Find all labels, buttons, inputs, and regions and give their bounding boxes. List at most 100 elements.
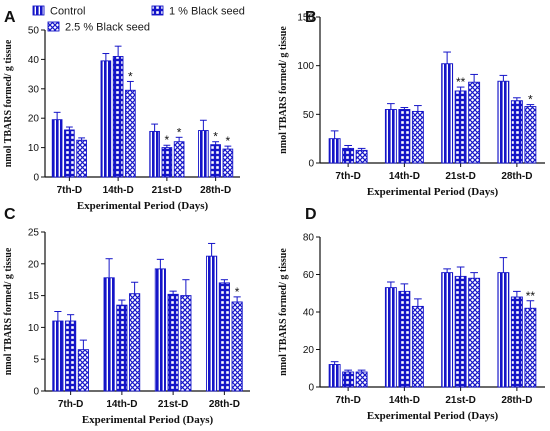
x-tick-label: 7th-D	[58, 399, 84, 410]
y-tick-label: 50	[303, 110, 315, 121]
bar-c-s0-c2	[154, 268, 166, 392]
x-axis-title: Experimental Period (Days)	[367, 186, 499, 198]
bar-b-s1-c2	[454, 90, 467, 164]
bar-b-s0-c2	[441, 63, 454, 164]
y-tick-label: 10	[28, 143, 40, 154]
chart-panel-b: B 0 50 100 150 7th-D 14th-D 21st-D ** 28th-D * Expe…	[278, 9, 545, 198]
x-tick-label: 14th-D	[103, 185, 134, 196]
legend-item: Control	[32, 5, 85, 18]
bar-c-s0-c3	[206, 255, 218, 392]
legend-label: Control	[50, 6, 85, 18]
bar-a-s1-c1	[112, 56, 124, 178]
y-axis-title: nmol TBARS formed/ g tissue	[278, 26, 289, 154]
y-axis-title: nmol TBARS formed/ g tissue	[3, 247, 14, 375]
bar-d-s1-c1	[398, 290, 411, 388]
bar-a-s2-c1	[125, 89, 136, 178]
bar-d-s1-c0	[342, 371, 355, 388]
panel-letter: B	[305, 9, 317, 26]
bar-c-s1-c3	[218, 282, 230, 392]
bar-c-s2-c0	[77, 349, 89, 392]
bar-a-s2-c3	[222, 148, 234, 178]
bar-a-s2-c0	[76, 139, 87, 178]
legend-item: 2.5 % Black seed	[47, 21, 150, 34]
bar-d-s2-c0	[355, 371, 368, 388]
legend-swatch	[47, 21, 60, 32]
x-tick-label: 14th-D	[106, 399, 137, 410]
bar-d-s2-c3	[524, 307, 537, 388]
bar-b-s0-c1	[384, 109, 397, 164]
bar-b-s2-c3	[524, 106, 537, 164]
bar-a-s1-c2	[161, 147, 173, 178]
bar-d-s0-c0	[328, 364, 341, 388]
x-tick-label: 21st-D	[445, 171, 476, 182]
bar-a-s0-c0	[51, 119, 63, 178]
legend-swatch	[151, 5, 164, 16]
bar-b-s1-c1	[398, 109, 411, 164]
x-tick-label: 7th-D	[335, 171, 361, 182]
x-tick-label: 21st-D	[445, 395, 476, 406]
bar-c-s1-c0	[65, 320, 77, 392]
x-tick-label: 14th-D	[389, 395, 420, 406]
x-tick-label: 21st-D	[158, 399, 189, 410]
bar-d-s1-c2	[454, 275, 467, 388]
bar-c-s0-c0	[52, 320, 64, 392]
bar-c-s2-c1	[129, 293, 141, 392]
bar-a-s0-c3	[198, 130, 209, 178]
y-tick-label: 0	[33, 387, 39, 398]
y-tick-label: 20	[303, 345, 315, 356]
x-tick-label: 7th-D	[335, 395, 361, 406]
x-tick-label: 28th-D	[200, 185, 231, 196]
legend-label: 1 % Black seed	[169, 6, 245, 18]
y-tick-label: 150	[297, 13, 314, 24]
panel-letter: D	[305, 206, 317, 223]
y-tick-label: 0	[33, 173, 39, 184]
y-tick-label: 100	[297, 61, 314, 72]
significance-marker: *	[165, 133, 170, 147]
y-tick-label: 25	[28, 228, 40, 239]
y-tick-label: 30	[28, 84, 40, 95]
legend-label: 2.5 % Black seed	[65, 22, 150, 34]
chart-panel-c: C 0 5 10 15 20 25 7th-D 14th-D 21st-D 28th-D * Exper…	[3, 206, 250, 426]
significance-marker: **	[526, 289, 536, 303]
x-axis-title: Experimental Period (Days)	[82, 414, 214, 426]
panel-letter: C	[4, 206, 16, 223]
bar-d-s0-c1	[384, 287, 397, 388]
significance-marker: *	[528, 93, 533, 107]
y-tick-label: 80	[303, 233, 315, 244]
bar-b-s1-c3	[510, 100, 523, 164]
bar-c-s1-c2	[167, 293, 179, 392]
bar-b-s0-c3	[497, 80, 510, 164]
y-axis-title: nmol TBARS formed/ g tissue	[3, 39, 14, 167]
bar-b-s2-c1	[411, 110, 424, 164]
y-tick-label: 50	[28, 26, 40, 37]
y-tick-label: 20	[28, 259, 40, 270]
bar-a-s0-c2	[149, 130, 160, 178]
significance-marker: **	[456, 75, 466, 89]
bar-c-s2-c2	[180, 295, 192, 392]
bar-c-s1-c1	[116, 304, 128, 392]
chart-panel-a: A 0 10 20 30 40 50 7th-D 14th-D * 21st-D * * 28th-D * *…	[3, 9, 240, 212]
bar-b-s0-c0	[328, 138, 341, 164]
bar-b-s2-c2	[468, 81, 481, 164]
bar-c-s2-c3	[231, 301, 243, 392]
bar-a-s2-c2	[173, 141, 185, 178]
bar-d-s0-c2	[441, 272, 454, 388]
significance-marker: *	[226, 134, 231, 148]
significance-marker: *	[128, 69, 133, 83]
panel-letter: A	[4, 9, 16, 26]
x-tick-label: 28th-D	[209, 399, 240, 410]
legend: Control 1 % Black seed 2.5 % Black seed	[32, 5, 245, 34]
x-axis-title: Experimental Period (Days)	[367, 410, 499, 422]
chart-panel-d: D 0 20 40 60 80 7th-D 14th-D 21st-D 28th-D ** Exper…	[278, 206, 545, 422]
x-tick-label: 28th-D	[501, 171, 532, 182]
bar-c-s0-c1	[103, 277, 115, 392]
legend-swatch	[32, 5, 45, 16]
legend-item: 1 % Black seed	[151, 5, 245, 18]
x-tick-label: 28th-D	[501, 395, 532, 406]
bar-a-s0-c1	[100, 60, 112, 178]
y-tick-label: 15	[28, 291, 40, 302]
bar-b-s1-c0	[342, 147, 355, 164]
y-axis-title: nmol TBARS formed/ g tissue	[278, 248, 289, 376]
